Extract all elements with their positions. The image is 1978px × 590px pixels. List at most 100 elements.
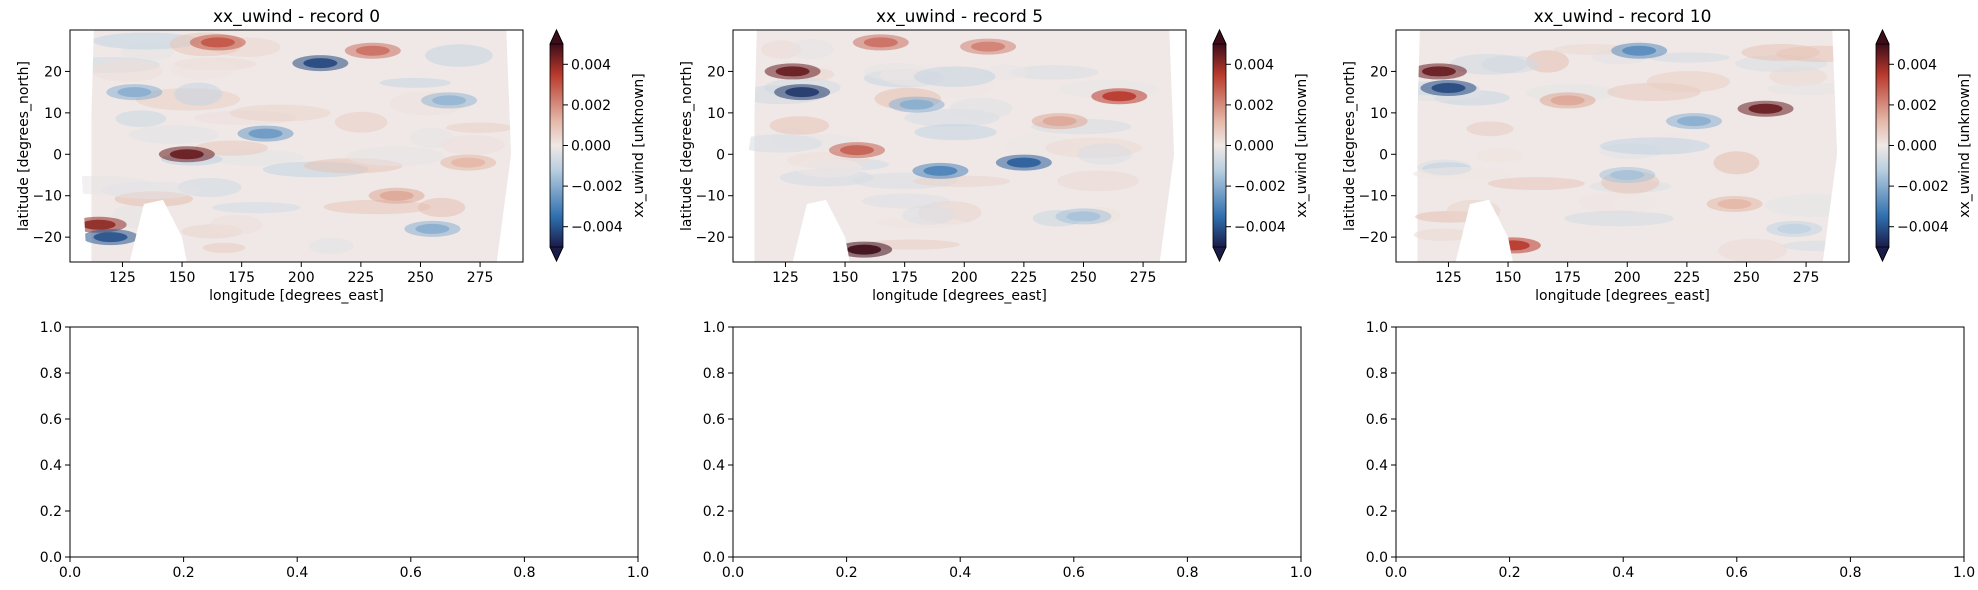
y-tick-label: −10 <box>695 189 725 205</box>
colorbar-frame <box>1212 29 1227 262</box>
chart-title: xx_uwind - record 0 <box>213 7 380 27</box>
heatmap-cell <box>115 110 167 128</box>
x-tick-label: 200 <box>1614 270 1641 286</box>
land-west <box>70 30 94 262</box>
heatmap-cell <box>1646 71 1731 93</box>
colorbar-frame <box>1875 29 1890 262</box>
colorbar-tick-label: 0.004 <box>1897 57 1937 73</box>
heatmap-cell <box>769 116 830 135</box>
colorbar-frame <box>549 29 564 262</box>
heatmap-blob-core-7 <box>1610 170 1645 180</box>
colorbar-tick-label: −0.004 <box>571 220 623 236</box>
colorbar-tick-label: −0.002 <box>1234 179 1286 195</box>
heatmap-cell <box>1487 177 1585 190</box>
axes-frame <box>732 326 1302 558</box>
chart-title: xx_uwind - record 5 <box>876 7 1043 27</box>
heatmap-blob-core-8 <box>432 95 467 106</box>
y-tick-label: 0.8 <box>40 366 62 382</box>
heatmap-blob-core-3 <box>81 219 116 230</box>
colorbar-extend-min <box>1212 246 1227 262</box>
heatmap-cell <box>440 135 505 155</box>
y-tick-label: 20 <box>44 64 62 80</box>
x-tick-label: 0.6 <box>1726 565 1748 581</box>
y-tick-label: 20 <box>707 64 725 80</box>
x-tick-label: 150 <box>1495 270 1522 286</box>
y-tick-label: 0.0 <box>1366 550 1388 566</box>
heatmap-blob-core-7 <box>415 223 450 234</box>
heatmap-blob-core-5 <box>248 128 283 139</box>
colorbar-tick-label: −0.002 <box>1897 179 1949 195</box>
x-tick-label: 0.4 <box>1612 565 1634 581</box>
land-east <box>1822 30 1849 262</box>
heatmap-blob-core-8 <box>1717 199 1752 209</box>
empty-axes-1: 0.0 0.2 0.4 0.6 0.8 1.0 0.0 0.2 0.4 0.6 0.8 1.0 <box>703 320 1312 581</box>
x-tick-label: 225 <box>1674 270 1701 286</box>
y-tick-label: 1.0 <box>40 320 62 336</box>
heatmap-blob-core-5 <box>839 145 874 156</box>
heatmap-cell <box>1009 65 1099 80</box>
heatmap-cell <box>346 146 445 166</box>
axes-frame <box>732 29 1187 263</box>
colorbar: −0.004 −0.002 0.000 0.002 0.004 xx_uwind [unk… <box>1875 29 1973 262</box>
y-tick-label: 0.8 <box>1366 366 1388 382</box>
y-tick-label: 0.4 <box>703 458 725 474</box>
heatmap-blob-core-9 <box>1066 211 1101 222</box>
heatmap-cell <box>1782 240 1849 252</box>
heatmap-cell <box>736 134 823 153</box>
heatmap-cell <box>1466 121 1514 137</box>
heatmap-cell <box>1077 143 1132 165</box>
heatmap-cell <box>1765 194 1849 217</box>
x-tick-label: 0.0 <box>1385 565 1407 581</box>
heatmap-blob-core-0 <box>169 149 204 160</box>
colorbar-tick-label: 0.000 <box>1234 139 1274 155</box>
land-east <box>1159 30 1186 262</box>
x-tick-label: 275 <box>467 270 494 286</box>
x-tick-label: 0.0 <box>59 565 81 581</box>
land-east <box>496 30 523 262</box>
colorbar-fill <box>550 44 563 247</box>
x-tick-label: 200 <box>951 270 978 286</box>
heatmap-cell <box>1057 170 1140 192</box>
heatmap-blob-core-11 <box>451 157 486 168</box>
x-axis-label: longitude [degrees_east] <box>209 288 384 304</box>
heatmap-cell <box>795 158 863 178</box>
x-axis-label: longitude [degrees_east] <box>1535 288 1710 304</box>
x-tick-label: 1.0 <box>1953 565 1975 581</box>
colorbar-tick-label: 0.000 <box>1897 139 1937 155</box>
heatmap-field <box>70 30 523 262</box>
heatmap-blob-core-11 <box>1042 116 1077 127</box>
x-tick-label: 225 <box>348 270 375 286</box>
y-tick-label: 0.2 <box>703 504 725 520</box>
heatmap-cell <box>323 199 431 215</box>
empty-axes-0: 0.0 0.2 0.4 0.6 0.8 1.0 0.0 0.2 0.4 0.6 0.8 1.0 <box>40 320 649 581</box>
colorbar-extend-max <box>549 29 564 45</box>
y-tick-label: 10 <box>707 106 725 122</box>
axes-frame <box>69 29 524 263</box>
x-tick-label: 0.8 <box>1839 565 1861 581</box>
heatmap-blob-core-4 <box>93 232 128 243</box>
x-tick-label: 250 <box>1070 270 1097 286</box>
heatmap-cell <box>1449 53 1528 75</box>
heatmap-blob-core-6 <box>1550 95 1585 106</box>
y-tick-label: −20 <box>32 230 62 246</box>
heatmap-blob-core-1 <box>1431 83 1466 93</box>
heatmap-blob-core-3 <box>1006 157 1041 168</box>
x-tick-label: 0.0 <box>722 565 744 581</box>
y-tick-label: 0 <box>1379 147 1388 163</box>
y-tick-label: −20 <box>695 230 725 246</box>
heatmap-cell <box>334 111 388 133</box>
x-tick-label: 0.8 <box>513 565 535 581</box>
heatmap-cell <box>861 193 951 209</box>
heatmap-cell <box>309 237 354 254</box>
y-tick-label: 0.4 <box>40 458 62 474</box>
colorbar-tick-label: 0.004 <box>571 57 611 73</box>
heatmap-cell <box>174 82 223 106</box>
colorbar-extend-max <box>1212 29 1227 45</box>
x-tick-label: 175 <box>891 270 918 286</box>
y-tick-label: 1.0 <box>703 320 725 336</box>
y-tick-label: −10 <box>1358 189 1388 205</box>
empty-axes-2: 0.0 0.2 0.4 0.6 0.8 1.0 0.0 0.2 0.4 0.6 0.8 1.0 <box>1366 320 1975 581</box>
x-tick-label: 275 <box>1793 270 1820 286</box>
y-tick-label: 10 <box>1370 106 1388 122</box>
